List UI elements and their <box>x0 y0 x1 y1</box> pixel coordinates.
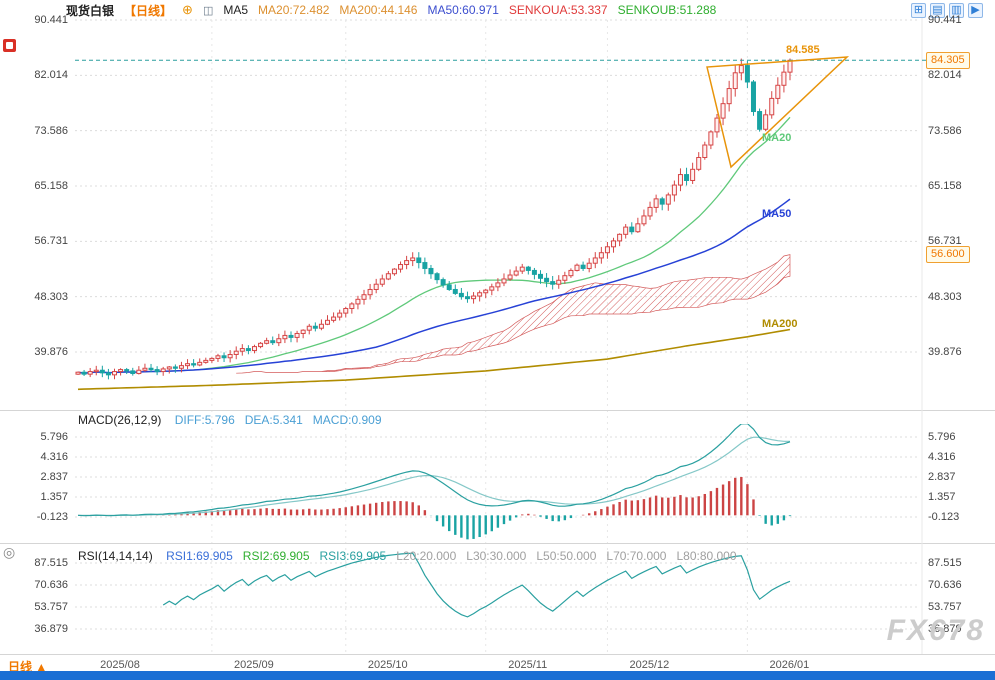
macd-axis-label-left: 4.316 <box>40 451 68 463</box>
macd-axis-label-left: -0.123 <box>36 511 68 523</box>
price-axis-label-right: 65.158 <box>928 180 962 192</box>
rsi-axis-label-left: 36.879 <box>34 623 68 635</box>
rsi-axis-label-right: 70.636 <box>928 579 962 591</box>
rsi-value-l70: L70:70.000 <box>606 549 667 563</box>
indicator-ma200[interactable]: MA200:44.146 <box>339 3 418 17</box>
price-axis-label-right: 90.441 <box>928 14 962 26</box>
indicator-ma20[interactable]: MA20:72.482 <box>258 3 330 17</box>
crosshair-tool-icon[interactable]: ◎ <box>3 544 16 560</box>
price-axis-label-left: 82.014 <box>34 69 68 82</box>
rsi-value-rsi2: RSI2:69.905 <box>242 549 310 563</box>
macd-axis-label-right: 4.316 <box>928 451 956 463</box>
price-axis-label-left: 39.876 <box>34 346 68 358</box>
news-alert-icon[interactable] <box>3 39 16 52</box>
rsi-value-l20: L20:20.000 <box>396 549 457 563</box>
x-axis-month-label: 2025/12 <box>629 659 670 671</box>
header-toolbar: ⊞ ▤ ▥ ▶ <box>911 3 983 18</box>
rsi-title[interactable]: RSI(14,14,14) <box>78 549 153 563</box>
price-axis-label-right: 82.014 <box>928 69 962 82</box>
ma200-line <box>77 328 791 391</box>
candle-style-icon[interactable]: ◫ <box>202 4 214 17</box>
indicator-ma5[interactable]: MA5 <box>223 3 249 17</box>
period-label[interactable]: 【日线】 <box>124 3 173 18</box>
current-price-box: 84.305 <box>926 52 970 70</box>
ma-line-tag-ma20: MA20 <box>762 131 792 144</box>
chart-header: 现货白银 【日线】 ⊕ ◫ MA5 MA20:72.482 MA200:44.14… <box>66 2 736 18</box>
rsi-axis-label-right: 36.879 <box>928 623 962 635</box>
macd-diff-line <box>77 424 791 517</box>
interval-tab-daily[interactable]: 日线 ▲ <box>8 660 48 674</box>
price-axis-label-left: 90.441 <box>34 14 68 26</box>
macd-panel <box>77 424 792 540</box>
x-axis-month-label: 2026/01 <box>769 659 810 671</box>
indicator-senkoub[interactable]: SENKOUB:51.288 <box>617 3 717 17</box>
macd-axis-label-right: 2.837 <box>928 470 956 483</box>
x-axis-month-label: 2025/11 <box>508 659 548 671</box>
ichimoku-cloud <box>236 254 791 374</box>
trendline-triangle-annotation[interactable] <box>706 56 850 169</box>
macd-axis-label-right: -0.123 <box>928 511 960 523</box>
macd-dea-line <box>77 436 791 516</box>
price-axis-label-left: 73.586 <box>34 124 68 137</box>
split-view-icon[interactable]: ⊞ <box>911 3 926 18</box>
rsi-axis-label-right: 53.757 <box>928 601 962 613</box>
macd-value-macd: MACD:0.909 <box>312 413 382 427</box>
price-axis-label-right: 48.303 <box>928 290 962 303</box>
rsi-axis-label-left: 70.636 <box>34 579 68 591</box>
price-axis-label-right: 73.586 <box>928 124 962 137</box>
rsi-axis-label-right: 87.515 <box>928 557 962 569</box>
ma20-line <box>77 116 791 374</box>
alert-price-box[interactable]: 56.600 <box>926 246 970 264</box>
macd-axis-label-right: 1.357 <box>928 490 956 503</box>
gridlines <box>0 14 995 655</box>
indicator-ma50[interactable]: MA50:60.971 <box>427 3 499 17</box>
macd-value-diff: DIFF:5.796 <box>174 413 235 427</box>
ma-line-tag-ma200: MA200 <box>762 317 798 330</box>
price-axis-label-left: 48.303 <box>34 290 68 303</box>
ma-line-tag-ma50: MA50 <box>762 207 792 220</box>
x-axis-month-label: 2025/08 <box>100 659 140 671</box>
rsi-value-l30: L30:30.000 <box>466 549 527 563</box>
grid-view-icon[interactable]: ▤ <box>930 3 945 18</box>
fx678-watermark: FX678 <box>886 614 985 647</box>
macd-axis-label-left: 5.796 <box>40 431 68 443</box>
rsi-panel <box>162 552 791 618</box>
price-axis-label-right: 56.731 <box>928 235 962 248</box>
indicator-values: MA20:72.482 MA200:44.146 MA50:60.971 SENKOU… <box>258 3 726 17</box>
symbol-name: 现货白银 <box>66 3 115 18</box>
bottom-scrollbar[interactable] <box>0 671 995 680</box>
candlesticks <box>75 58 793 380</box>
price-axis-label-right: 39.876 <box>928 346 962 358</box>
triangle-high-label: 84.585 <box>786 44 820 56</box>
expand-circle-icon[interactable]: ⊕ <box>182 2 193 17</box>
macd-axis-label-left: 1.357 <box>40 490 68 503</box>
x-axis-month-label: 2025/10 <box>367 659 408 671</box>
rsi-value-l50: L50:50.000 <box>536 549 597 563</box>
price-axis-label-left: 65.158 <box>34 180 68 192</box>
rsi-value-l80: L80:80.000 <box>676 549 737 563</box>
macd-axis-label-right: 5.796 <box>928 431 956 443</box>
macd-value-dea: DEA:5.341 <box>244 413 303 427</box>
play-forward-icon[interactable]: ▶ <box>968 3 983 18</box>
macd-title[interactable]: MACD(26,12,9) <box>78 413 162 427</box>
rsi-value-rsi3: RSI3:69.905 <box>319 549 387 563</box>
rsi-value-rsi1: RSI1:69.905 <box>166 549 233 563</box>
x-axis-month-label: 2025/09 <box>233 659 274 671</box>
tab-arrow-icon: ▲ <box>35 660 48 674</box>
rsi-line <box>162 552 791 618</box>
rsi-header: RSI(14,14,14) RSI1:69.905 RSI2:69.905 RSI3… <box>78 549 747 563</box>
rsi-axis-label-left: 53.757 <box>34 601 68 613</box>
panel-layout-icon[interactable]: ▥ <box>949 3 964 18</box>
macd-axis-label-left: 2.837 <box>40 470 68 483</box>
macd-header: MACD(26,12,9) DIFF:5.796 DEA:5.341 MACD:0.… <box>78 413 392 427</box>
rsi-axis-label-left: 87.515 <box>34 557 68 569</box>
price-axis-label-left: 56.731 <box>34 235 68 248</box>
indicator-senkoua[interactable]: SENKOUA:53.337 <box>508 3 608 17</box>
ma50-line <box>77 198 791 374</box>
